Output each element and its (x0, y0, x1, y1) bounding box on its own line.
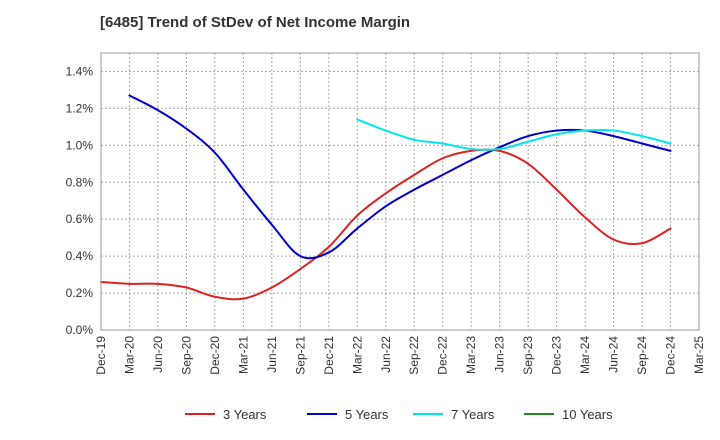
plot-frame (100, 52, 700, 331)
x-tick-label: Jun-23 (493, 336, 507, 373)
series-line-7-years (356, 118, 672, 151)
chart-title: [6485] Trend of StDev of Net Income Marg… (100, 14, 411, 31)
x-tick-label: Mar-24 (578, 336, 592, 374)
x-tick-label: Dec-23 (550, 336, 564, 375)
y-tick-label: 0.0% (66, 323, 94, 337)
series-layer (100, 94, 672, 301)
legend-label-3-years: 3 Years (223, 407, 267, 422)
series-line-3-years (100, 148, 672, 301)
x-tick-label: Mar-23 (464, 336, 478, 374)
y-tick-label: 0.2% (66, 286, 94, 300)
x-tick-label: Jun-22 (379, 336, 393, 373)
x-tick-label: Jun-21 (265, 336, 279, 373)
x-tick-label: Sep-23 (521, 336, 535, 375)
series-line-5-years (128, 94, 672, 260)
legend-label-10-years: 10 Years (562, 407, 613, 422)
x-tick-label: Dec-20 (208, 336, 222, 375)
x-tick-label: Sep-21 (293, 336, 307, 375)
y-tick-label: 0.8% (66, 175, 94, 189)
axes: Dec-19 Mar-20 Jun-20 Sep-20 Dec-20 Mar-21 Jun-… (66, 64, 706, 374)
x-tick-label: Dec-24 (664, 336, 678, 375)
legend-label-5-years: 5 Years (345, 407, 389, 422)
legend: 3 Years 5 Years 7 Years 10 Years (185, 407, 613, 422)
x-tick-label: Sep-20 (179, 336, 193, 375)
y-tick-label: 0.4% (66, 249, 94, 263)
y-tick-label: 1.2% (66, 101, 94, 115)
x-tick-label: Jun-20 (151, 336, 165, 373)
x-tick-label: Dec-22 (436, 336, 450, 375)
y-tick-label: 1.0% (66, 138, 94, 152)
x-tick-label: Mar-25 (692, 336, 706, 374)
x-tick-label: Sep-22 (407, 336, 421, 375)
legend-label-7-years: 7 Years (451, 407, 495, 422)
x-tick-label: Sep-24 (635, 336, 649, 375)
x-tick-label: Dec-19 (94, 336, 108, 375)
x-tick-label: Mar-21 (236, 336, 250, 374)
y-tick-label: 0.6% (66, 212, 94, 226)
x-tick-label: Dec-21 (322, 336, 336, 375)
x-tick-label: Jun-24 (607, 336, 621, 373)
x-tick-label: Mar-22 (350, 336, 364, 374)
y-tick-label: 1.4% (66, 64, 94, 78)
x-tick-label: Mar-20 (122, 336, 136, 374)
